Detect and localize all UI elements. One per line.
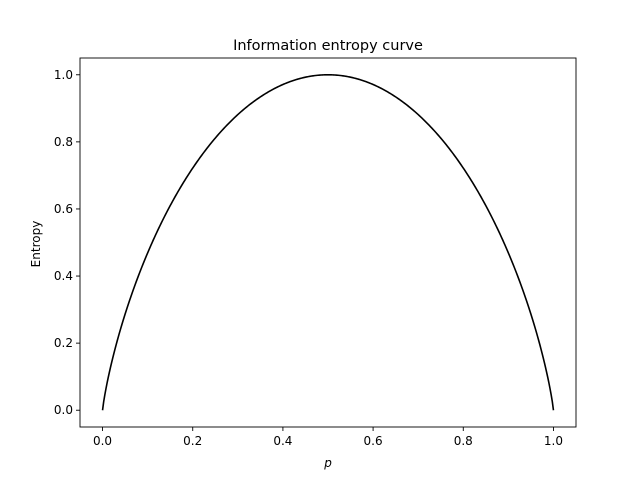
- y-tick-label: 0.2: [54, 336, 73, 350]
- x-axis-label: p: [323, 456, 332, 470]
- plot-area: 0.0 0.2 0.4 0.6 0.8 1.0 0.0 0.2 0.4 0.6 0.8 1.0: [54, 57, 577, 448]
- y-tick-label: 0.6: [54, 202, 73, 216]
- x-tick-label: 0.2: [183, 434, 202, 448]
- y-tick-label: 0.0: [54, 403, 73, 417]
- x-tick-label: 0.6: [364, 434, 383, 448]
- entropy-curve-line: [101, 73, 555, 411]
- y-tick-label: 0.4: [54, 269, 73, 283]
- x-tick-label: 1.0: [544, 434, 563, 448]
- x-tick-label: 0.8: [454, 434, 473, 448]
- chart-title: Information entropy curve: [233, 38, 423, 54]
- y-axis-label: Entropy: [29, 221, 43, 268]
- x-tick-label: 0.0: [93, 434, 112, 448]
- y-tick-label: 1.0: [54, 68, 73, 82]
- x-tick-label: 0.4: [273, 434, 292, 448]
- y-tick-label: 0.8: [54, 135, 73, 149]
- axes-frame: [79, 57, 577, 428]
